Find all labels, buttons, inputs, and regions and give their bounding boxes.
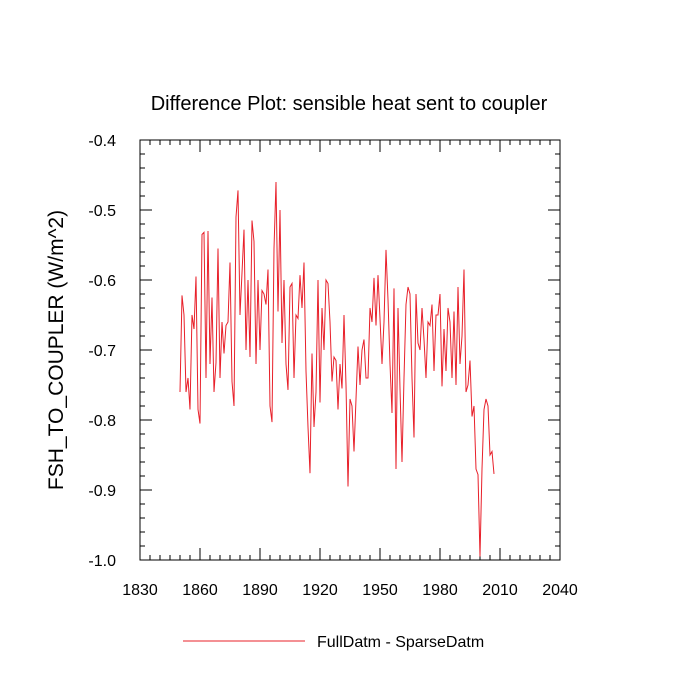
y-tick-label: -0.6 (88, 273, 116, 290)
x-tick-label: 2010 (482, 582, 518, 599)
x-tick-label: 1920 (302, 582, 338, 599)
y-tick-label: -0.4 (88, 133, 116, 150)
x-tick-label: 1980 (422, 582, 458, 599)
x-tick-label: 1830 (122, 582, 158, 599)
series-line (179, 181, 495, 557)
x-tick-label: 1950 (362, 582, 398, 599)
plot-frame (139, 139, 561, 561)
y-axis-label: FSH_TO_COUPLER (W/m^2) (45, 210, 68, 490)
x-tick-label: 1890 (242, 582, 278, 599)
y-tick-label: -0.9 (88, 483, 116, 500)
y-tick-label: -0.5 (88, 203, 116, 220)
y-tick-label: -1.0 (88, 553, 116, 570)
y-axis: -1.0 -0.9 -0.8 -0.7 -0.6 -0.5 -0.4 (88, 133, 560, 570)
y-tick-label: -0.7 (88, 343, 116, 360)
series-layer (179, 181, 495, 557)
x-axis: 1830 1860 1890 1920 1950 1980 2010 2040 (122, 140, 578, 599)
x-tick-label: 1860 (182, 582, 218, 599)
legend-label: FullDatm - SparseDatm (317, 634, 484, 651)
legend: FullDatm - SparseDatm (183, 634, 484, 651)
plot-border (139, 139, 561, 561)
y-tick-label: -0.8 (88, 413, 116, 430)
chart-title: Difference Plot: sensible heat sent to c… (151, 93, 548, 115)
x-tick-label: 2040 (542, 582, 578, 599)
